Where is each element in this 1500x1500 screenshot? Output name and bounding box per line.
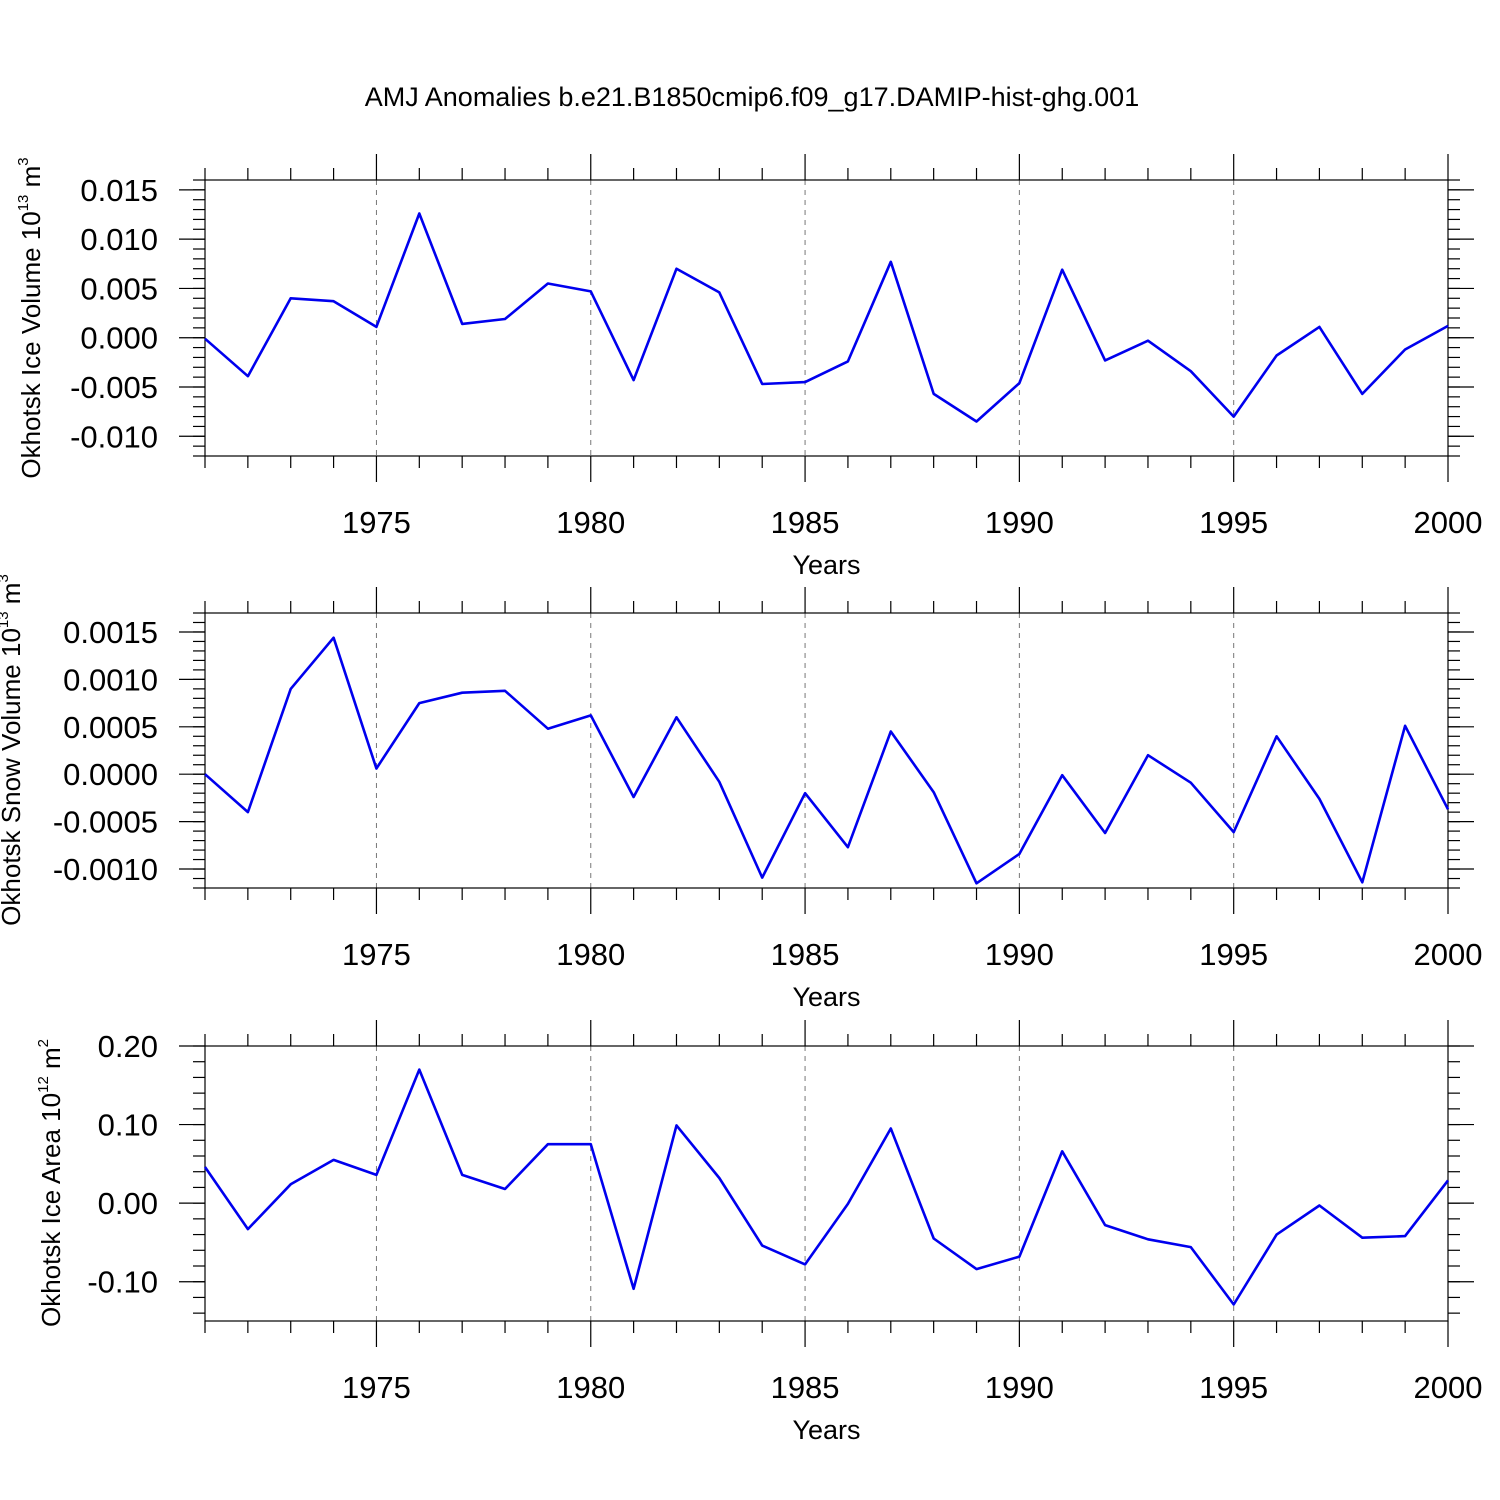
x-tick-label: 1995 — [1199, 1370, 1268, 1405]
y-tick-label: 0.10 — [98, 1108, 158, 1143]
panels: 1975 1980 1985 1990 1995 2000 -0.010 -0.005 0.00… — [0, 154, 1482, 1445]
x-tick-label: 2000 — [1414, 937, 1483, 972]
y-tick-label: 0.015 — [80, 173, 158, 208]
x-tick-label: 1990 — [985, 937, 1054, 972]
series-line — [204, 636, 1450, 885]
y-tick-label: -0.005 — [70, 370, 158, 405]
y-tick-label: 0.0000 — [63, 757, 158, 792]
x-tick-label: 1990 — [985, 505, 1054, 540]
x-tick-label: 1985 — [771, 937, 840, 972]
y-tick-label: 0.0005 — [63, 710, 158, 745]
series-line — [204, 212, 1449, 423]
x-tick-label: 1980 — [556, 937, 625, 972]
x-tick-label: 2000 — [1414, 505, 1483, 540]
x-tick-label: 1995 — [1199, 505, 1268, 540]
y-tick-label: 0.0015 — [63, 615, 158, 650]
y-tick-label: -0.10 — [87, 1265, 158, 1300]
x-tick-label: 1995 — [1199, 937, 1268, 972]
x-tick-label: 1975 — [342, 937, 411, 972]
y-axis-label: Okhotsk Ice Area 1012 m2 — [35, 1039, 66, 1327]
x-tick-label: 1990 — [985, 1370, 1054, 1405]
x-axis-label: Years — [792, 550, 860, 580]
chart-title: AMJ Anomalies b.e21.B1850cmip6.f09_g17.D… — [365, 82, 1139, 112]
y-tick-label: 0.005 — [80, 271, 158, 306]
x-tick-label: 1975 — [342, 1370, 411, 1405]
x-tick-label: 1975 — [342, 505, 411, 540]
y-tick-label: 0.000 — [80, 321, 158, 356]
series-line — [203, 1068, 1450, 1306]
x-tick-label: 1985 — [771, 1370, 840, 1405]
x-axis-label: Years — [792, 1415, 860, 1445]
y-tick-label: 0.010 — [80, 222, 158, 257]
y-axis-label: Okhotsk Ice Volume 1013 m3 — [15, 157, 46, 478]
plot-frame — [204, 1045, 1449, 1322]
y-tick-label: -0.0010 — [53, 852, 158, 887]
x-axis-label: Years — [792, 982, 860, 1012]
y-tick-label: -0.0005 — [53, 805, 158, 840]
x-tick-label: 1980 — [556, 1370, 625, 1405]
panel-1: 1975 1980 1985 1990 1995 2000 -0.010 -0.005 0.00… — [15, 154, 1482, 580]
x-tick-label: 1985 — [771, 505, 840, 540]
y-axis-label: Okhotsk Snow Volume 1013 m3 — [0, 574, 26, 926]
panel-2: 1975 1980 1985 1990 1995 2000 -0.0010 -0.0005 0.… — [0, 574, 1482, 1012]
y-tick-label: 0.0010 — [63, 662, 158, 697]
x-tick-label: 2000 — [1414, 1370, 1483, 1405]
y-tick-label: 0.20 — [98, 1029, 158, 1064]
y-tick-label: 0.00 — [98, 1186, 158, 1221]
plot-frame — [204, 179, 1449, 457]
x-tick-label: 1980 — [556, 505, 625, 540]
plot-frame — [204, 612, 1449, 889]
panel-3: 1975 1980 1985 1990 1995 2000 -0.10 0.00 0.10 0.2… — [35, 1020, 1482, 1445]
y-tick-label: -0.010 — [70, 419, 158, 454]
